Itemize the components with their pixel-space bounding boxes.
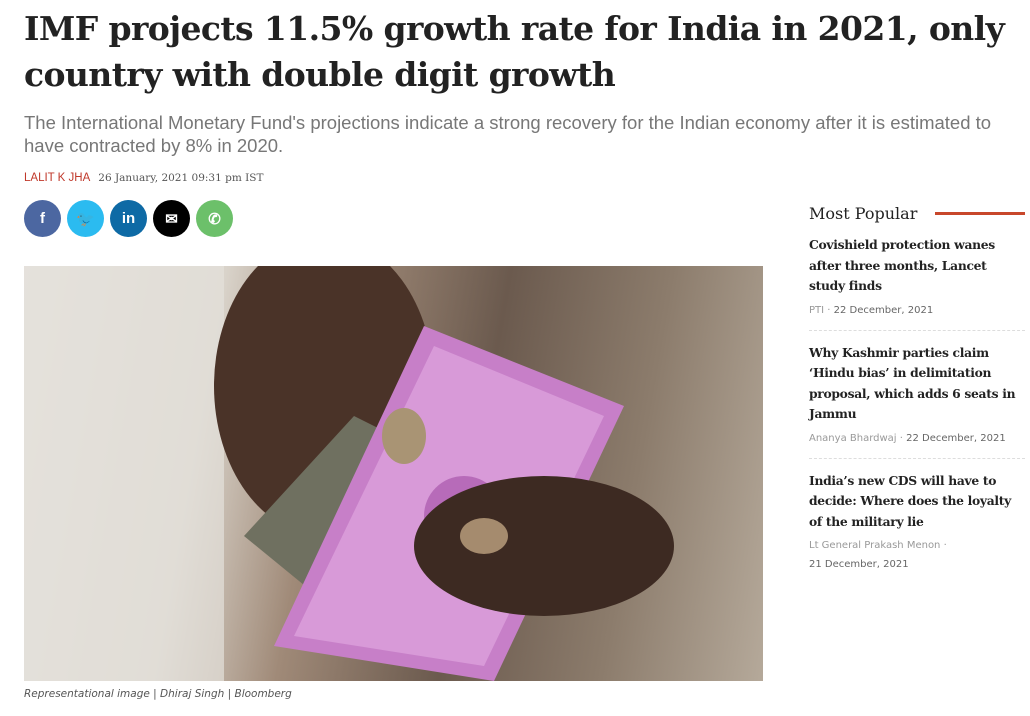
popular-date: 21 December, 2021 (809, 559, 909, 570)
popular-date: 22 December, 2021 (906, 432, 1006, 444)
author-link[interactable]: LALIT K JHA (24, 172, 91, 184)
popular-headline[interactable]: Covishield protection wanes after three … (809, 237, 995, 293)
popular-author[interactable]: Lt General Prakash Menon (809, 540, 941, 551)
byline: LALIT K JHA 26 January, 2021 09:31 pm IS… (24, 172, 263, 184)
most-popular-sidebar: Most Popular Covishield protection wanes… (809, 204, 1025, 584)
popular-date: 22 December, 2021 (833, 304, 934, 316)
popular-item[interactable]: Covishield protection wanes after three … (809, 223, 1025, 331)
popular-author[interactable]: Ananya Bhardwaj (809, 432, 897, 444)
email-share-button[interactable]: ✉ (153, 200, 190, 237)
popular-item[interactable]: India’s new CDS will have to decide: Whe… (809, 459, 1025, 585)
image-caption: Representational image | Dhiraj Singh | … (24, 688, 292, 700)
twitter-share-button[interactable]: 🐦 (67, 200, 104, 237)
popular-item[interactable]: Why Kashmir parties claim ‘Hindu bias’ i… (809, 331, 1025, 459)
currency-notes-illustration (24, 266, 674, 681)
popular-author[interactable]: PTI (809, 304, 825, 316)
most-popular-heading: Most Popular (809, 204, 1025, 223)
popular-headline[interactable]: Why Kashmir parties claim ‘Hindu bias’ i… (809, 344, 1016, 422)
facebook-share-button[interactable]: f (24, 200, 61, 237)
linkedin-share-button[interactable]: in (110, 200, 147, 237)
whatsapp-share-button[interactable]: ✆ (196, 200, 233, 237)
article-subtitle: The International Monetary Fund's projec… (24, 112, 992, 156)
share-buttons: f 🐦 in ✉ ✆ (24, 200, 233, 237)
article-image (24, 266, 763, 681)
popular-headline[interactable]: India’s new CDS will have to decide: Whe… (809, 472, 1012, 529)
article-title: IMF projects 11.5% growth rate for India… (24, 9, 1005, 94)
publish-date: 26 January, 2021 09:31 pm IST (98, 172, 264, 184)
